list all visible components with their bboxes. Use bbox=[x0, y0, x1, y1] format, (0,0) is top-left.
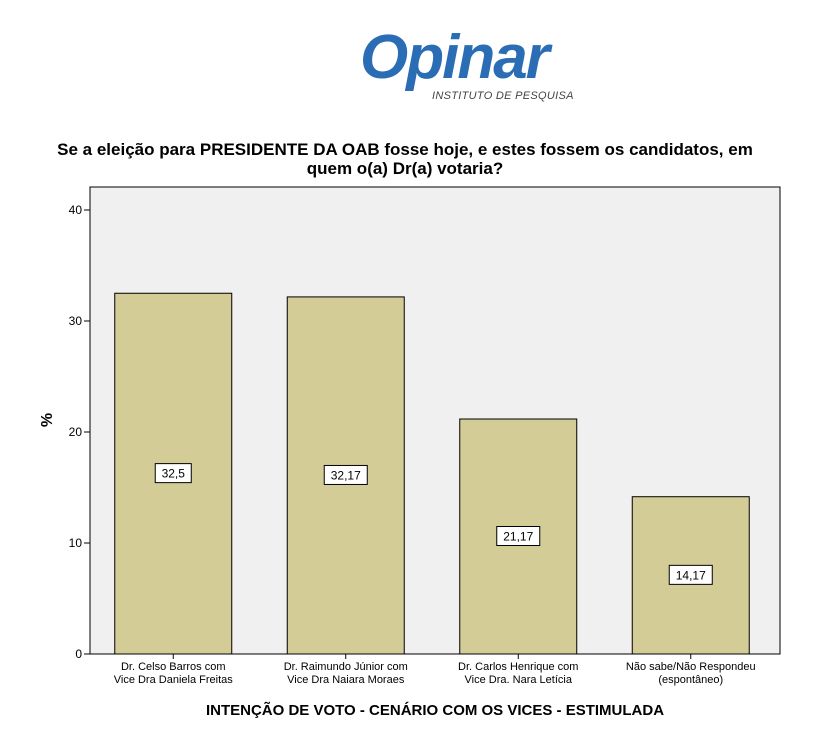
x-tick-label: Vice Dra Naiara Moraes bbox=[287, 674, 405, 686]
data-label-box bbox=[668, 564, 713, 585]
x-tick-label: Vice Dra Daniela Freitas bbox=[114, 674, 234, 686]
data-label: 32,5 bbox=[162, 467, 186, 481]
y-tick-label: 10 bbox=[69, 536, 83, 550]
data-label-box bbox=[496, 526, 541, 547]
y-axis: 0 10 20 30 40 bbox=[69, 203, 90, 661]
y-tick-label: 40 bbox=[69, 203, 83, 217]
x-tick-label: Vice Dra. Nara Letícia bbox=[465, 674, 573, 686]
bars: 32,5 32,17 21,17 14,17 bbox=[114, 292, 750, 655]
data-label-box bbox=[154, 463, 192, 484]
x-tick-label: Não sabe/Não Respondeu bbox=[626, 661, 756, 673]
data-label: 21,17 bbox=[503, 530, 533, 544]
y-tick-label: 20 bbox=[69, 425, 83, 439]
y-axis-label: % bbox=[39, 413, 56, 427]
logo-wordmark: Opinar bbox=[360, 23, 550, 92]
x-tick-label: (espontâneo) bbox=[658, 674, 723, 686]
x-axis-title: INTENÇÃO DE VOTO - CENÁRIO COM OS VICES … bbox=[205, 702, 665, 719]
data-label-box bbox=[323, 464, 368, 485]
y-tick-label: 30 bbox=[69, 314, 83, 328]
chart-title: Se a eleição para PRESIDENTE DA OAB foss… bbox=[57, 140, 753, 178]
opinar-logo: Opinar INSTITUTO DE PESQUISA bbox=[355, 22, 615, 112]
logo-tagline: INSTITUTO DE PESQUISA bbox=[432, 90, 574, 102]
x-tick-label: Dr. Raimundo Júnior com bbox=[284, 661, 408, 673]
data-label: 32,17 bbox=[331, 468, 361, 482]
x-tick-label: Dr. Celso Barros com bbox=[121, 661, 226, 673]
x-tick-label: Dr. Carlos Henrique com bbox=[458, 661, 578, 673]
y-tick-label: 0 bbox=[75, 647, 82, 661]
data-label: 14,17 bbox=[676, 568, 706, 582]
